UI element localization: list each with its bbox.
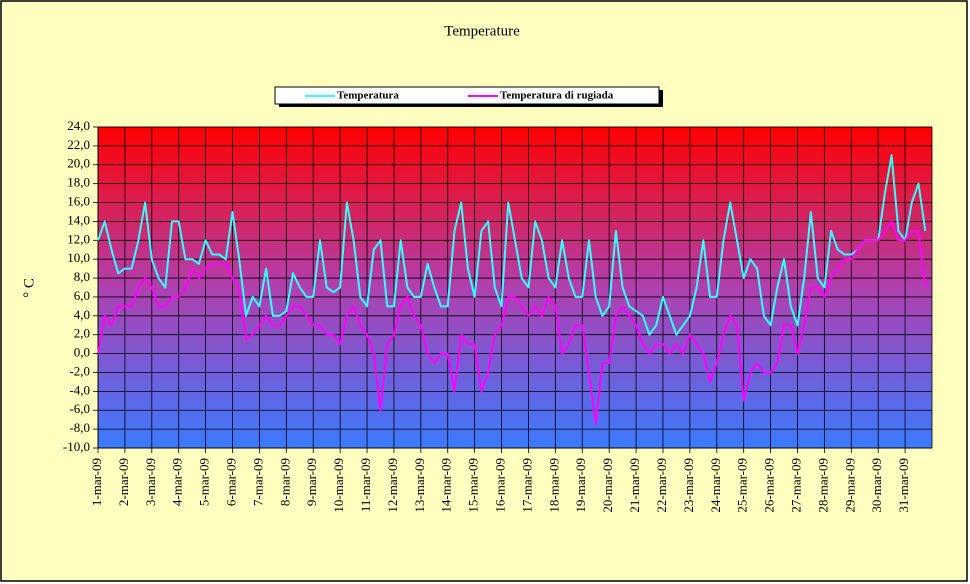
x-tick-label: 23-mar-09 xyxy=(681,458,696,513)
x-tick-label: 16-mar-09 xyxy=(493,458,508,513)
y-axis-label: ° C xyxy=(21,278,37,298)
y-tick-label: 0,0 xyxy=(74,345,90,360)
x-tick-label: 24-mar-09 xyxy=(708,458,723,513)
y-tick-label: 8,0 xyxy=(74,269,90,284)
x-tick-label: 9-mar-09 xyxy=(304,458,319,506)
chart-title: Temperature xyxy=(444,23,520,39)
y-tick-label: 24,0 xyxy=(67,118,90,133)
x-tick-label: 26-mar-09 xyxy=(762,458,777,513)
y-tick-label: 18,0 xyxy=(67,175,90,190)
x-tick-label: 22-mar-09 xyxy=(654,458,669,513)
x-tick-label: 29-mar-09 xyxy=(842,458,857,513)
x-tick-label: 25-mar-09 xyxy=(735,458,750,513)
x-tick-label: 5-mar-09 xyxy=(197,458,212,506)
y-tick-label: 22,0 xyxy=(67,137,90,152)
x-tick-label: 28-mar-09 xyxy=(815,458,830,513)
x-tick-label: 20-mar-09 xyxy=(600,458,615,513)
y-tick-label: -10,0 xyxy=(63,439,90,454)
legend xyxy=(274,86,660,105)
x-tick-label: 13-mar-09 xyxy=(412,458,427,513)
y-tick-label: 16,0 xyxy=(67,194,90,209)
plot-area xyxy=(98,127,932,448)
x-tick-label: 11-mar-09 xyxy=(358,458,373,512)
x-tick-label: 7-mar-09 xyxy=(250,458,265,506)
x-tick-label: 1-mar-09 xyxy=(89,458,104,506)
x-tick-label: 17-mar-09 xyxy=(519,458,534,513)
x-tick-label: 14-mar-09 xyxy=(439,458,454,513)
x-tick-label: 2-mar-09 xyxy=(116,458,131,506)
x-tick-label: 4-mar-09 xyxy=(170,458,185,506)
y-tick-label: 10,0 xyxy=(67,250,90,265)
legend-label: Temperatura di rugiada xyxy=(500,90,614,102)
y-tick-label: 2,0 xyxy=(74,326,90,341)
y-tick-label: -8,0 xyxy=(69,420,90,435)
y-tick-label: -4,0 xyxy=(69,382,90,397)
legend-label: Temperatura xyxy=(337,90,399,102)
series-line xyxy=(97,154,927,336)
x-tick-label: 19-mar-09 xyxy=(573,458,588,513)
x-tick-label: 15-mar-09 xyxy=(466,458,481,513)
series-line xyxy=(97,220,927,426)
x-tick-label: 30-mar-09 xyxy=(869,458,884,513)
x-tick-label: 3-mar-09 xyxy=(143,458,158,506)
x-tick-label: 18-mar-09 xyxy=(546,458,561,513)
y-tick-label: -2,0 xyxy=(69,363,90,378)
y-tick-label: 20,0 xyxy=(67,156,90,171)
y-tick-label: 6,0 xyxy=(74,288,90,303)
y-tick-label: 14,0 xyxy=(67,212,90,227)
y-tick-label: 12,0 xyxy=(67,231,90,246)
x-tick-label: 10-mar-09 xyxy=(331,458,346,513)
x-tick-label: 12-mar-09 xyxy=(385,458,400,513)
y-tick-label: 4,0 xyxy=(74,307,90,322)
x-tick-label: 31-mar-09 xyxy=(896,458,911,513)
x-tick-label: 6-mar-09 xyxy=(224,458,239,506)
x-tick-label: 21-mar-09 xyxy=(627,458,642,513)
y-tick-label: -6,0 xyxy=(69,401,90,416)
x-tick-label: 8-mar-09 xyxy=(277,458,292,506)
x-tick-label: 27-mar-09 xyxy=(788,458,803,513)
